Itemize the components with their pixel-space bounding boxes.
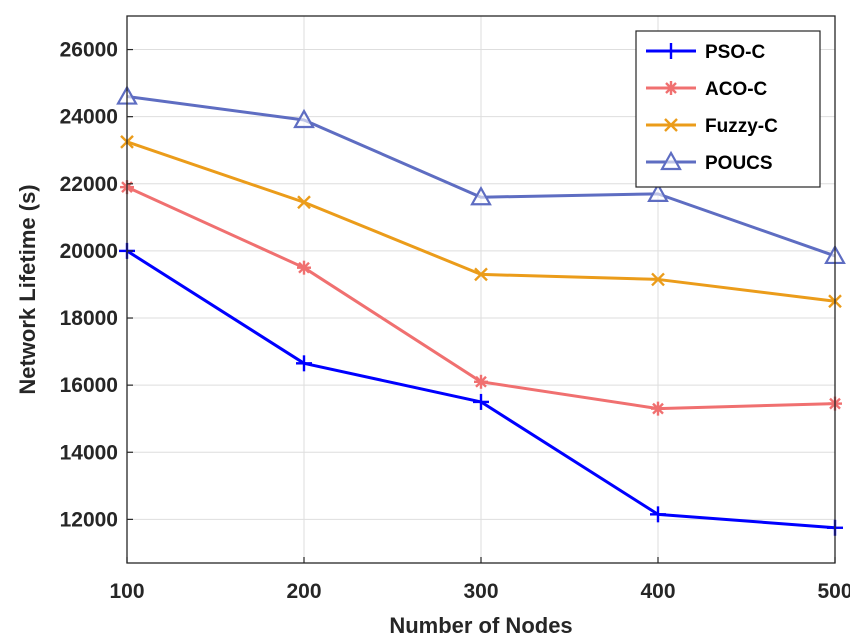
y-tick-label: 24000 — [60, 106, 118, 129]
data-point — [473, 393, 489, 410]
legend-marker — [660, 150, 682, 171]
legend-item: ACO-C — [646, 79, 768, 100]
data-point — [650, 506, 666, 523]
data-point — [647, 182, 669, 202]
x-tick-label: 500 — [817, 580, 850, 603]
legend-label: ACO-C — [705, 79, 768, 100]
series-layer — [116, 85, 846, 536]
series-poucs — [116, 85, 846, 265]
y-tick-label: 26000 — [60, 39, 118, 62]
legend-item: POUCS — [646, 150, 773, 174]
tick-labels: 100 200 300 400 500 12000 14000 16000 18000 20000… — [60, 39, 850, 603]
legend-item: PSO-C — [646, 42, 765, 63]
data-point — [297, 260, 311, 275]
legend-label: PSO-C — [705, 42, 765, 63]
data-point — [296, 355, 312, 372]
x-tick-label: 100 — [109, 580, 144, 603]
legend-item: Fuzzy-C — [646, 116, 778, 137]
y-tick-label: 20000 — [60, 240, 118, 263]
legend-marker — [664, 81, 678, 95]
legend-marker — [663, 43, 679, 59]
y-tick-label: 14000 — [60, 441, 118, 464]
data-point — [297, 195, 311, 210]
data-point — [470, 185, 492, 206]
series-pso-c — [119, 242, 843, 536]
x-axis-title: Number of Nodes — [389, 613, 572, 638]
legend: PSO-C ACO-C Fuzzy-C POUCS — [635, 30, 821, 188]
data-point — [651, 401, 665, 416]
y-tick-label: 22000 — [60, 173, 118, 196]
y-tick-label: 16000 — [60, 374, 118, 397]
data-point — [474, 267, 488, 282]
data-point — [474, 374, 488, 389]
y-axis-title: Network Lifetime (s) — [15, 184, 40, 394]
data-point — [293, 108, 315, 129]
x-tick-label: 300 — [463, 580, 498, 603]
data-point — [651, 272, 665, 287]
y-tick-label: 12000 — [60, 508, 118, 531]
x-tick-label: 400 — [640, 580, 675, 603]
y-tick-label: 18000 — [60, 307, 118, 330]
legend-label: Fuzzy-C — [705, 116, 778, 137]
x-tick-label: 200 — [286, 580, 321, 603]
legend-marker — [664, 118, 678, 132]
legend-label: POUCS — [705, 153, 773, 174]
